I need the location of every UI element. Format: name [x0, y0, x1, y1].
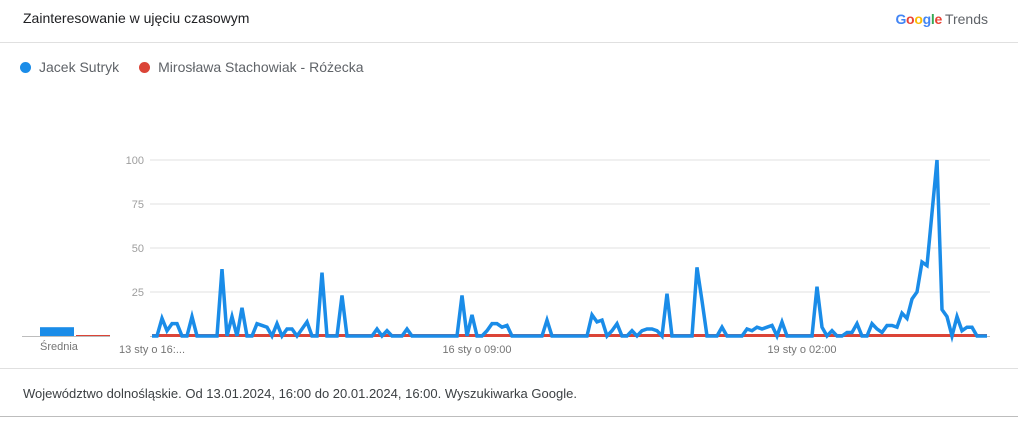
y-tick-label: 100 — [126, 155, 144, 167]
card-footer: Województwo dolnośląskie. Od 13.01.2024,… — [0, 368, 1018, 417]
x-tick-label: 19 sty o 02:00 — [767, 344, 836, 356]
legend-item-series-2[interactable]: Mirosława Stachowiak - Różecka — [139, 59, 364, 75]
legend-dot-icon — [139, 61, 151, 73]
legend-item-series-1[interactable]: Jacek Sutryk — [20, 59, 119, 75]
legend-dot-icon — [20, 61, 31, 73]
average-label: Średnia — [40, 341, 78, 353]
average-bar-series-2 — [76, 335, 110, 336]
legend-label: Jacek Sutryk — [39, 59, 120, 75]
series-line-1 — [152, 159, 987, 343]
trends-word: Trends — [944, 11, 988, 27]
footer-text: Województwo dolnośląskie. Od 13.01.2024,… — [23, 386, 577, 401]
average-bar-series-1 — [40, 327, 74, 336]
x-tick-label: 13 sty o 16:... — [119, 344, 185, 356]
google-trends-logo: Google Trends — [895, 11, 988, 27]
y-tick-label: 50 — [132, 243, 144, 255]
card-header: Zainteresowanie w ujęciu czasowym Google… — [0, 0, 1018, 43]
x-tick-label: 16 sty o 09:00 — [442, 344, 511, 356]
y-tick-label: 75 — [132, 199, 144, 211]
y-tick-label: 25 — [132, 287, 144, 299]
google-logo: Google — [895, 11, 942, 27]
legend-label: Mirosława Stachowiak - Różecka — [158, 59, 364, 75]
card-title: Zainteresowanie w ujęciu czasowym — [23, 10, 250, 26]
chart-legend: Jacek Sutryk Mirosława Stachowiak - Róże… — [20, 59, 364, 75]
